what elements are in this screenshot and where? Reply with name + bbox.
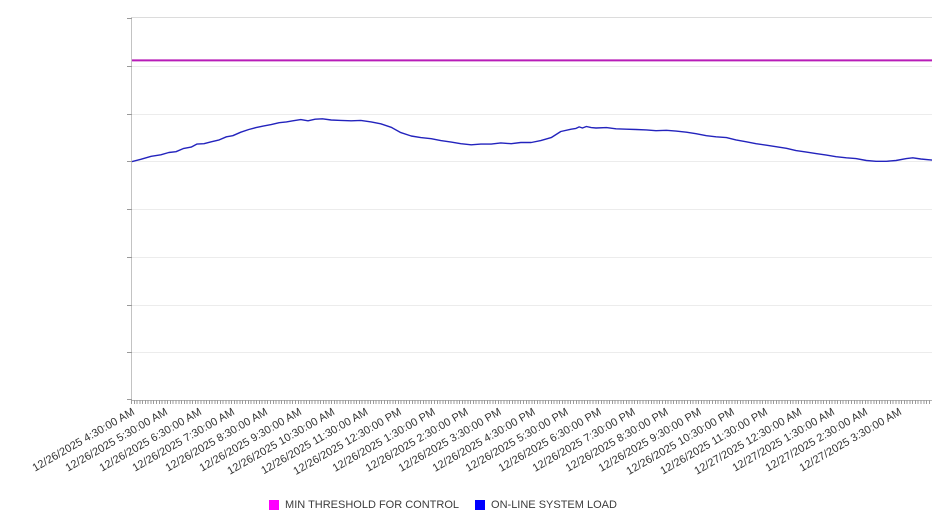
gridline (132, 256, 932, 258)
y-axis-tick (127, 65, 132, 67)
y-axis-tick (127, 209, 132, 210)
y-axis-tick (127, 18, 132, 19)
y-axis-tick (127, 352, 132, 354)
y-axis-tick (127, 399, 132, 400)
gridline (132, 65, 932, 67)
legend-item-min-threshold[interactable]: MIN THRESHOLD FOR CONTROL (269, 499, 459, 511)
online-system-load-line (132, 118, 932, 163)
x-axis-minor-ticks (131, 400, 931, 404)
y-axis-tick (127, 256, 132, 258)
legend-item-online-system-load[interactable]: ON-LINE SYSTEM LOAD (475, 499, 617, 511)
gridline (132, 304, 932, 306)
gridline (132, 352, 932, 354)
y-axis-tick (127, 113, 132, 115)
chart-legend: MIN THRESHOLD FOR CONTROL ON-LINE SYSTEM… (0, 499, 916, 511)
gridline (132, 161, 932, 163)
online-system-load-swatch-icon (475, 500, 486, 510)
online-system-load-legend-label: ON-LINE SYSTEM LOAD (491, 499, 617, 511)
gridline (132, 113, 932, 115)
gridline (132, 209, 932, 210)
min-threshold-swatch-icon (269, 500, 280, 510)
y-axis-tick (127, 161, 132, 163)
plot-area (127, 17, 932, 401)
min-threshold-legend-label: MIN THRESHOLD FOR CONTROL (285, 499, 460, 511)
series-svg (132, 59, 932, 163)
y-axis-tick (127, 304, 132, 306)
